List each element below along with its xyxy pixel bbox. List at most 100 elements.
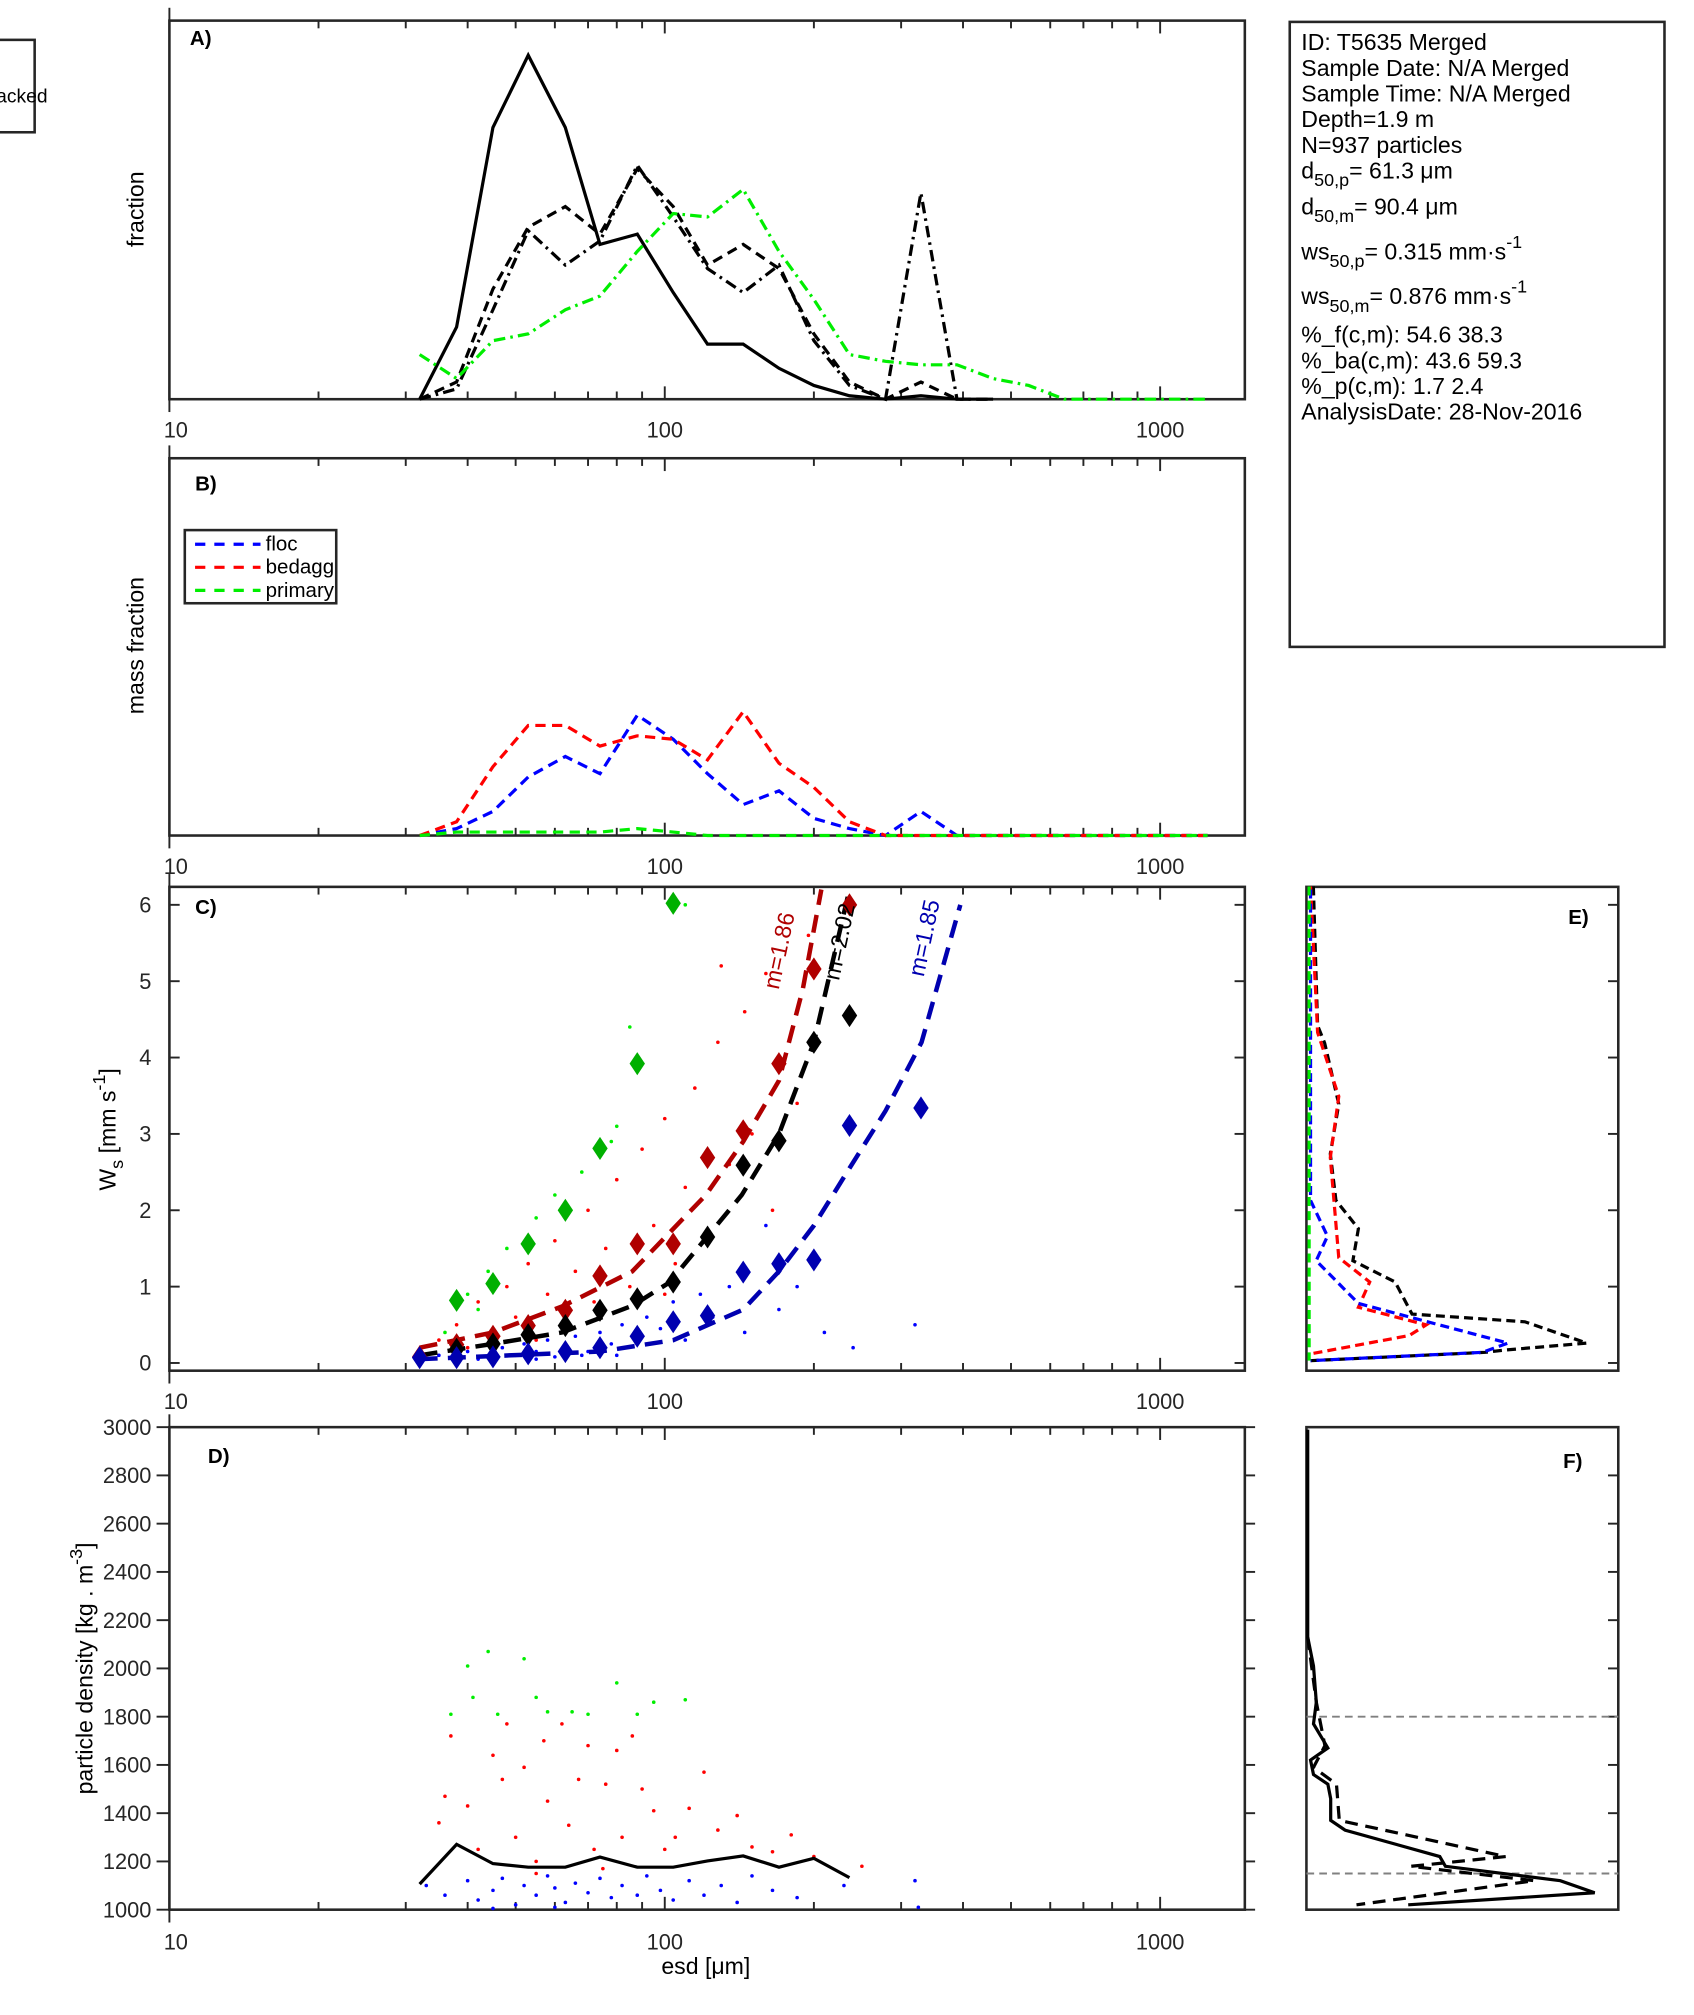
- x-tick-label: 1000: [1136, 418, 1185, 443]
- bin-mean-diamond: [665, 1270, 681, 1294]
- bin-mean-diamond: [771, 1129, 787, 1153]
- particle-point-floc: [719, 1883, 724, 1888]
- particle-point-floc: [500, 1345, 505, 1350]
- particle-point-floc: [851, 1345, 855, 1350]
- particle-point-floc: [614, 1353, 619, 1358]
- particle-point-bedagg: [592, 1847, 596, 1852]
- bin-mean-diamond: [592, 1136, 608, 1160]
- bin-mean-diamond: [841, 1004, 858, 1028]
- particle-point-bedagg: [586, 1208, 590, 1213]
- particle-point-floc: [553, 1886, 557, 1890]
- particle-point-primary: [495, 1712, 500, 1717]
- y-tick-label: 2400: [103, 1560, 152, 1585]
- particle-point-bedagg: [687, 1806, 691, 1811]
- panel-d-ylabel: particle density [kg . m-3]: [66, 1542, 97, 1794]
- info-line-text: ws: [1300, 283, 1329, 309]
- fit-curve: [419, 904, 963, 1362]
- particle-point-floc: [916, 1905, 921, 1910]
- bin-mean-diamond: [665, 1310, 681, 1334]
- particle-point-floc: [522, 1342, 526, 1346]
- x-tick-label: 10: [164, 418, 188, 443]
- bin-mean-diamond: [520, 1342, 536, 1366]
- mass-fraction-line-floc: [419, 712, 1208, 838]
- fraction-line: [418, 186, 1208, 401]
- y-tick-label: 2: [139, 1198, 151, 1223]
- c-ylabel-sub: s: [107, 1160, 127, 1169]
- particle-point-primary: [465, 1664, 470, 1668]
- info-line-text: d: [1301, 157, 1314, 183]
- fit-label: m=2.02: [818, 901, 860, 982]
- bin-mean-diamond: [520, 1323, 536, 1347]
- particle-point-floc: [635, 1893, 640, 1898]
- bin-mean-diamond: [735, 1260, 751, 1284]
- particle-point-floc: [658, 1888, 663, 1893]
- particle-point-bedagg: [592, 1300, 596, 1304]
- info-line-text: ws: [1300, 238, 1329, 264]
- particle-point-primary: [586, 1712, 590, 1717]
- bin-mean-diamond: [557, 1198, 574, 1222]
- info-line-sub: 50,m: [1314, 206, 1354, 226]
- particle-point-primary: [522, 1656, 526, 1661]
- particle-point-bedagg: [860, 1864, 864, 1869]
- particle-point-bedagg: [750, 1132, 754, 1136]
- bin-mean-diamond: [557, 1339, 574, 1364]
- particle-point-bedagg: [505, 1722, 509, 1726]
- particle-point-bedagg: [630, 1734, 635, 1738]
- x-tick-label: 1000: [1136, 854, 1185, 879]
- particle-point-primary: [628, 1025, 632, 1029]
- panel-label: B): [195, 472, 217, 495]
- bin-mean-diamond: [699, 1146, 716, 1170]
- particle-point-floc: [573, 1881, 578, 1885]
- bin-mean-diamond: [771, 1252, 787, 1276]
- panel-d-xlabel: esd [μm]: [661, 1953, 750, 1979]
- particle-point-bedagg: [491, 1753, 495, 1758]
- info-line: Sample Time: N/A Merged: [1301, 80, 1570, 106]
- bin-mean-diamond: [629, 1232, 645, 1256]
- particle-point-primary: [683, 903, 688, 907]
- particle-point-bedagg: [620, 1835, 624, 1840]
- info-line-rest: = 0.876 mm·s: [1369, 283, 1511, 309]
- info-line-text: d: [1301, 193, 1314, 219]
- info-line-text: Sample Date: N/A Merged: [1301, 55, 1569, 81]
- particle-point-floc: [671, 1300, 676, 1304]
- particle-point-primary: [505, 1246, 509, 1251]
- x-tick-label: 10: [164, 1929, 188, 1954]
- panel-a-frame: [168, 19, 1247, 401]
- particle-point-bedagg: [476, 1300, 480, 1304]
- info-line-sub: 50,p: [1330, 251, 1365, 271]
- bin-mean-diamond: [485, 1332, 501, 1356]
- particle-point-floc: [795, 1284, 799, 1289]
- particle-point-bedagg: [651, 1808, 656, 1813]
- particle-point-bedagg: [764, 971, 768, 976]
- y-tick-label: 0: [139, 1351, 151, 1376]
- ws-distribution-line: [1308, 889, 1514, 1363]
- bin-mean-diamond: [665, 1232, 681, 1256]
- x-tick-label: 1000: [1136, 1389, 1185, 1414]
- particle-point-bedagg: [662, 1116, 667, 1121]
- particle-point-floc: [795, 1895, 799, 1900]
- y-tick-label: 3: [139, 1122, 151, 1147]
- bin-mean-diamond: [592, 1264, 608, 1288]
- info-line-text: Depth=1.9 m: [1301, 106, 1434, 132]
- particle-point-bedagg: [553, 1239, 557, 1243]
- fraction-line: [419, 162, 994, 402]
- particle-point-floc: [500, 1876, 505, 1881]
- info-line-text: %_p(c,m): 1.7 2.4: [1301, 373, 1483, 399]
- particle-point-floc: [534, 1357, 538, 1361]
- d-ylabel-base: particle density [kg . m: [71, 1565, 97, 1795]
- info-line: d50,p= 61.3 μm: [1301, 157, 1453, 190]
- panel-label: C): [195, 896, 217, 919]
- particle-point-primary: [683, 1697, 688, 1702]
- y-tick-label: 1400: [103, 1801, 152, 1826]
- panel-b-ylabel: mass fraction: [123, 577, 149, 714]
- bin-mean-diamond: [806, 1030, 822, 1054]
- particle-point-bedagg: [702, 1770, 706, 1774]
- legend-label: bedagg: [266, 556, 334, 579]
- info-line-text: Sample Time: N/A Merged: [1301, 80, 1570, 106]
- particle-point-bedagg: [465, 1804, 470, 1808]
- particle-point-bedagg: [545, 1799, 550, 1803]
- panel-b-frame: [168, 456, 1247, 837]
- bin-mean-diamond: [735, 1119, 751, 1143]
- info-line-text: N=937 particles: [1301, 132, 1462, 158]
- y-tick-label: 3000: [103, 1415, 152, 1440]
